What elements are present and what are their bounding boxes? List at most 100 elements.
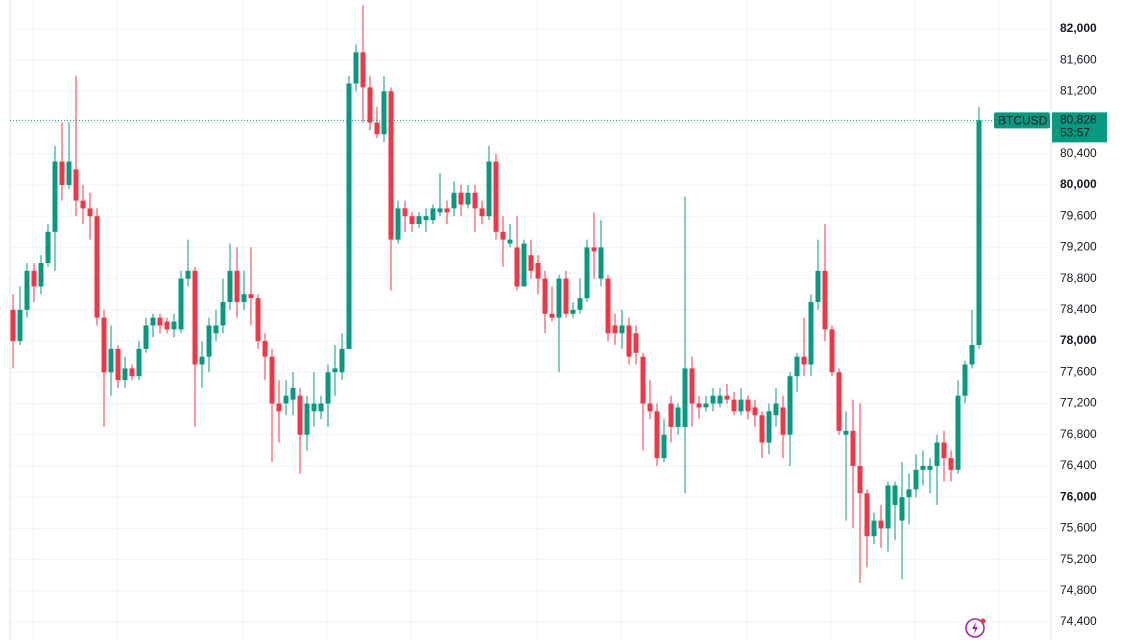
candle-body xyxy=(493,161,499,232)
candle-body xyxy=(87,208,93,217)
candle-body xyxy=(381,91,387,135)
y-tick-label: 78,000 xyxy=(1060,333,1097,347)
candle-body xyxy=(892,485,898,505)
y-tick-label: 79,600 xyxy=(1060,208,1097,222)
candle-body xyxy=(605,278,611,334)
candle-body xyxy=(269,356,275,404)
candle-body xyxy=(388,91,394,240)
candles xyxy=(10,5,982,584)
candle-body xyxy=(24,270,30,310)
candle-body xyxy=(815,270,821,303)
candle-body xyxy=(150,317,156,326)
candle-body xyxy=(871,520,877,537)
horizontal-grid xyxy=(10,28,1050,623)
candle-body xyxy=(402,208,408,217)
y-tick-label: 82,000 xyxy=(1060,21,1097,35)
candle-body xyxy=(976,120,982,345)
candle-body xyxy=(248,294,254,299)
candle-body xyxy=(577,298,583,310)
y-tick-label: 74,800 xyxy=(1060,583,1097,597)
candle-body xyxy=(640,356,646,404)
candle-body xyxy=(332,368,338,373)
candle-body xyxy=(80,200,86,209)
candle-body xyxy=(668,403,674,427)
candle-body xyxy=(430,208,436,221)
candle-body xyxy=(766,411,772,443)
candle-body xyxy=(780,407,786,435)
candle-body xyxy=(591,247,597,252)
y-tick-label: 75,200 xyxy=(1060,552,1097,566)
candle-body xyxy=(507,239,513,244)
last-price-label: 80,828 xyxy=(1060,113,1097,127)
candle-body xyxy=(913,469,919,490)
candle-body xyxy=(612,325,618,334)
assistant-icon[interactable] xyxy=(965,618,986,638)
candle-body xyxy=(514,247,520,287)
y-tick-label: 80,000 xyxy=(1060,177,1097,191)
candle-body xyxy=(500,231,506,240)
candle-body xyxy=(647,403,653,412)
candle-body xyxy=(192,270,198,365)
candle-body xyxy=(773,403,779,416)
price-badge xyxy=(1052,112,1107,143)
candle-body xyxy=(451,192,457,209)
y-tick-label: 78,800 xyxy=(1060,271,1097,285)
candle-body xyxy=(311,403,317,412)
candle-body xyxy=(416,216,422,224)
candle-body xyxy=(157,317,163,326)
candle-body xyxy=(710,395,716,404)
candle-body xyxy=(185,270,191,279)
candle-body xyxy=(731,399,737,412)
candle-body xyxy=(143,325,149,349)
candle-body xyxy=(836,372,842,431)
candle-body xyxy=(129,368,135,377)
candle-body xyxy=(549,313,555,318)
candle-body xyxy=(304,403,310,435)
candle-body xyxy=(787,376,793,435)
candle-body xyxy=(654,411,660,459)
candle-body xyxy=(262,341,268,357)
candle-body xyxy=(521,243,527,287)
candle-body xyxy=(808,302,814,365)
candle-body xyxy=(899,497,905,521)
candle-body xyxy=(325,372,331,404)
y-tick-label: 77,200 xyxy=(1060,396,1097,410)
candle-body xyxy=(108,348,114,373)
candle-body xyxy=(955,395,961,470)
candle-body xyxy=(241,294,247,303)
candle-body xyxy=(724,395,730,400)
y-tick-label: 81,200 xyxy=(1060,83,1097,97)
candle-body xyxy=(409,216,415,224)
candle-body xyxy=(178,278,184,330)
candle-body xyxy=(206,325,212,357)
candle-body xyxy=(486,161,492,217)
candle-body xyxy=(857,465,863,494)
candle-body xyxy=(752,407,758,416)
y-tick-label: 74,400 xyxy=(1060,614,1097,628)
candle-body xyxy=(472,192,478,209)
y-tick-label: 81,600 xyxy=(1060,52,1097,66)
candle-body xyxy=(276,403,282,412)
candle-body xyxy=(213,325,219,334)
candle-body xyxy=(570,309,576,314)
y-tick-label: 75,600 xyxy=(1060,521,1097,535)
candle-body xyxy=(290,387,296,400)
candle-body xyxy=(759,415,765,443)
candle-body xyxy=(822,270,828,330)
candle-body xyxy=(703,403,709,408)
candle-body xyxy=(353,52,359,84)
y-tick-label: 78,400 xyxy=(1060,302,1097,316)
candle-body xyxy=(255,298,261,342)
candle-body xyxy=(927,465,933,470)
candle-body xyxy=(906,489,912,498)
candle-body xyxy=(17,309,23,342)
candle-body xyxy=(318,403,324,412)
candle-body xyxy=(31,270,37,287)
candle-body xyxy=(696,403,702,408)
candle-body xyxy=(367,87,373,123)
symbol-badge xyxy=(994,112,1050,129)
y-tick-label: 76,400 xyxy=(1060,458,1097,472)
candle-body xyxy=(850,430,856,466)
